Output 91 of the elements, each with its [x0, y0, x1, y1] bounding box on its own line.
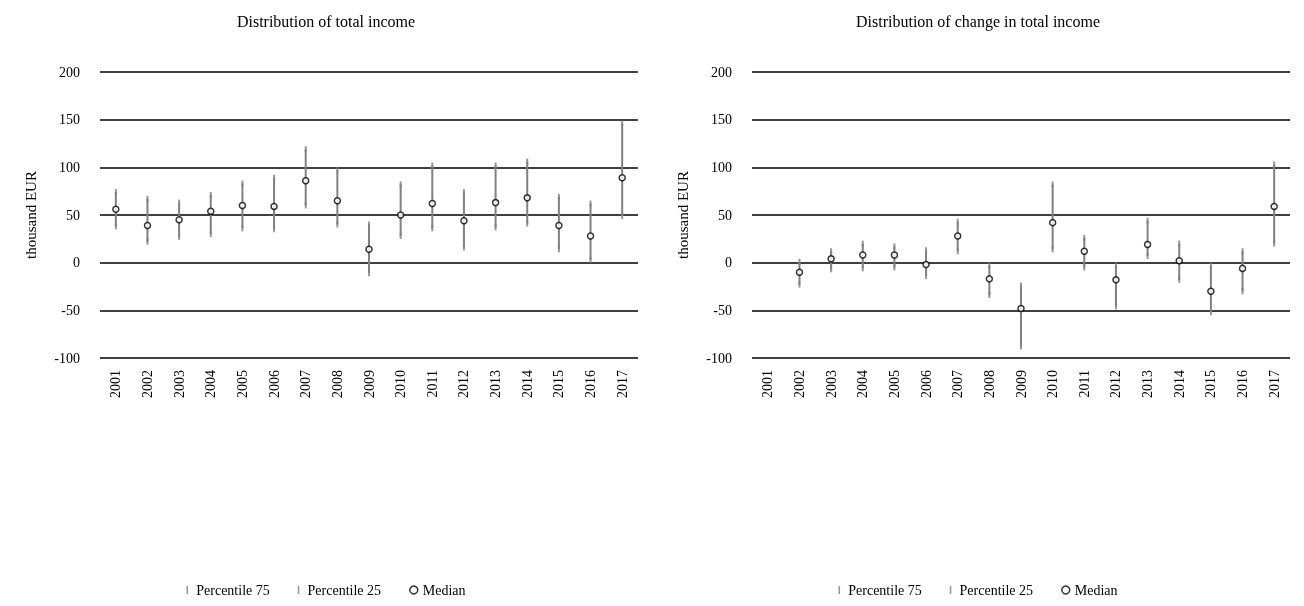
y-tick-label: -100 [54, 350, 80, 366]
x-tick-label: 2011 [1076, 370, 1092, 398]
x-tick-label: 2013 [1140, 370, 1156, 398]
x-tick-label: 2006 [918, 370, 934, 398]
y-tick-label: -100 [706, 350, 732, 366]
x-tick-label: 2017 [614, 370, 630, 398]
point [207, 207, 215, 215]
x-tick-label: 2014 [1171, 370, 1187, 398]
point [396, 211, 405, 219]
y-axis-title: thousand EUR [22, 171, 39, 259]
x-tick-label: 2016 [583, 370, 599, 398]
point [890, 251, 899, 259]
point [1175, 257, 1183, 265]
y-tick-label: 0 [73, 255, 80, 271]
point [333, 196, 342, 205]
point [301, 176, 310, 185]
x-tick-label: 2015 [1203, 370, 1219, 398]
point [1143, 240, 1152, 249]
x-tick-label: 2004 [203, 370, 219, 398]
y-tick-label: 200 [59, 64, 80, 80]
x-tick-label: 2017 [1266, 370, 1282, 398]
x-tick-label: 2003 [823, 370, 839, 398]
point [953, 232, 962, 240]
x-tick-label: 2013 [488, 370, 504, 398]
y-tick-label: 50 [66, 207, 80, 223]
x-tick-label: 2001 [108, 370, 124, 398]
y-axis-title: thousand EUR [674, 171, 691, 259]
x-tick-label: 2007 [298, 370, 314, 398]
y-tick-label: 0 [725, 255, 732, 271]
point [1080, 247, 1089, 255]
y-tick-label: 200 [711, 64, 732, 80]
point [491, 198, 500, 207]
x-tick-label: 2011 [424, 370, 440, 398]
y-tick-label: 150 [711, 112, 732, 128]
point [1112, 276, 1120, 284]
point [618, 174, 626, 182]
point [1017, 304, 1025, 313]
x-tick-label: 2010 [393, 370, 409, 398]
x-tick-label: 2005 [234, 370, 250, 398]
point [175, 216, 183, 224]
chart-title: Distribution of change in total income [856, 12, 1100, 31]
x-tick-label: 2016 [1235, 370, 1251, 398]
legend-label: Percentile 75 [848, 582, 922, 598]
point [795, 268, 804, 276]
legend-label: Percentile 25 [959, 582, 1034, 598]
point [270, 202, 278, 211]
point [555, 221, 563, 230]
y-tick-label: -50 [61, 302, 80, 318]
x-tick-label: 2001 [760, 370, 776, 398]
x-tick-label: 2012 [456, 370, 472, 398]
x-tick-label: 2005 [886, 370, 902, 398]
x-tick-label: 2002 [791, 370, 807, 398]
x-tick-label: 2009 [1013, 370, 1029, 398]
x-tick-label: 2008 [329, 370, 345, 398]
point [586, 232, 595, 240]
point [1270, 202, 1278, 211]
point [1207, 287, 1215, 296]
chart-title: Distribution of total income [236, 12, 416, 30]
x-tick-label: 2012 [1108, 370, 1124, 398]
legend-label: Percentile 75 [196, 582, 270, 598]
x-tick-label: 2006 [266, 370, 282, 398]
legend-label: Median [1074, 582, 1118, 598]
point [859, 251, 867, 259]
point [428, 199, 437, 208]
x-tick-label: 2010 [1045, 370, 1061, 398]
x-tick-label: 2008 [981, 370, 997, 398]
x-tick-label: 2004 [855, 370, 871, 398]
point [112, 205, 120, 214]
point [922, 260, 930, 269]
point [365, 245, 373, 254]
point [1048, 218, 1057, 227]
legend-label: Percentile 25 [307, 582, 382, 598]
y-tick-label: 150 [59, 112, 80, 128]
point [143, 221, 152, 230]
x-tick-label: 2009 [361, 370, 377, 398]
point [827, 255, 835, 263]
legend-label: Median [422, 582, 466, 598]
point [460, 216, 468, 225]
x-tick-label: 2007 [950, 370, 966, 398]
point [985, 275, 994, 283]
x-tick-label: 2015 [551, 370, 567, 398]
point [523, 194, 531, 202]
y-tick-label: -50 [713, 302, 732, 318]
y-tick-label: 50 [718, 207, 732, 223]
point [238, 201, 247, 210]
x-tick-label: 2014 [519, 370, 535, 398]
x-tick-label: 2002 [139, 370, 155, 398]
x-tick-label: 2003 [171, 370, 187, 398]
point [1238, 264, 1247, 273]
y-tick-label: 100 [711, 159, 732, 175]
y-tick-label: 100 [59, 159, 80, 175]
